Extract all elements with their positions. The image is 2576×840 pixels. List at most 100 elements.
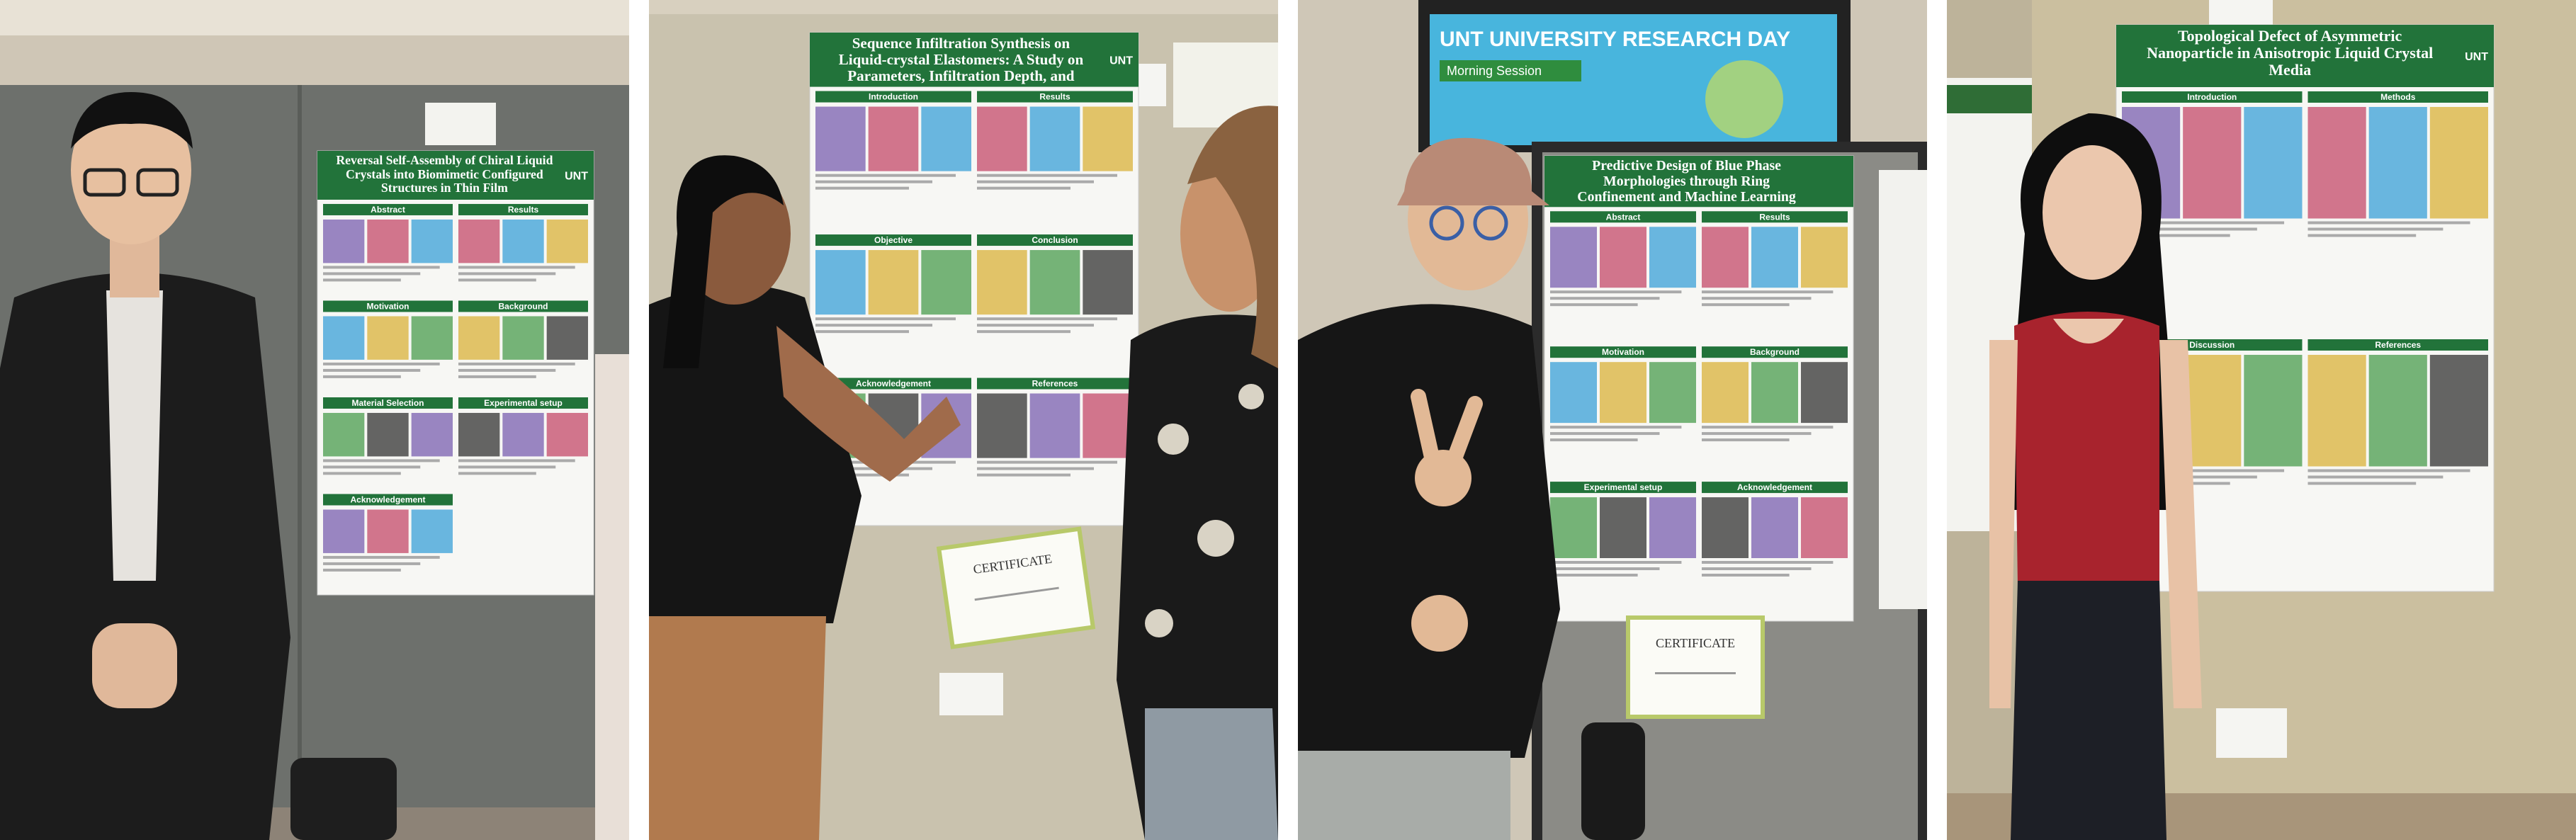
text-lines (323, 555, 440, 559)
poster-title: Sequence Infiltration Synthesis on Liqui… (838, 35, 1084, 84)
section-bar (458, 203, 588, 215)
adjacent-poster-header (1947, 85, 2032, 113)
poster-header (1544, 156, 1853, 208)
section-bar (1702, 482, 1848, 494)
section-bar (2307, 91, 2488, 103)
adjacent-poster (1879, 170, 1927, 609)
section-heading: Motivation (1602, 347, 1644, 357)
text-lines (815, 186, 909, 190)
text-lines (977, 467, 1094, 470)
text-lines (2122, 227, 2257, 231)
face (71, 96, 191, 244)
poster-header (2116, 25, 2494, 87)
figure (1083, 393, 1133, 458)
text-lines (815, 473, 909, 477)
figure (2307, 355, 2366, 467)
figure (502, 219, 544, 263)
figure (815, 106, 866, 171)
section-heading: Abstract (371, 205, 405, 215)
section-heading: Objective (874, 235, 913, 245)
neck (110, 234, 159, 297)
text-lines (1550, 432, 1660, 436)
trousers (1298, 751, 1510, 840)
section-bar (977, 234, 1133, 246)
jeans (2011, 581, 2167, 840)
section-bar (1702, 211, 1848, 223)
screen-session: Morning Session (1447, 64, 1542, 78)
figure (977, 106, 1027, 171)
section-bar (815, 234, 971, 246)
poster-logo: UNT (2465, 51, 2488, 63)
ceiling-light (0, 0, 629, 35)
figure (1600, 497, 1646, 558)
hand (1415, 450, 1471, 506)
section-bar (458, 300, 588, 312)
figure (1550, 362, 1597, 424)
poster-title: Predictive Design of Blue Phase Morpholo… (1577, 159, 1796, 205)
figure (977, 250, 1027, 315)
certificate: CERTIFICATE (1626, 615, 1765, 719)
text-lines (1702, 303, 1790, 307)
figure (458, 316, 500, 360)
section-bar (977, 91, 1133, 103)
figure (1702, 227, 1749, 288)
figure (411, 412, 453, 457)
figure (323, 219, 365, 263)
figure (367, 219, 409, 263)
section-bar (323, 203, 453, 215)
text-lines (1550, 438, 1638, 442)
screen-title: UNT UNIVERSITY RESEARCH DAY (1440, 28, 1790, 51)
figure (1702, 497, 1749, 558)
poster-title: Reversal Self-Assembly of Chiral Liquid … (336, 154, 553, 195)
figure (1600, 362, 1646, 424)
section-heading: Introduction (2187, 92, 2237, 102)
section-heading: Results (508, 205, 539, 215)
figure (323, 316, 365, 360)
section-heading: Experimental setup (1584, 482, 1663, 492)
text-lines (977, 330, 1070, 334)
figure (1083, 106, 1133, 171)
text-lines (815, 330, 909, 334)
name-card (2209, 0, 2273, 28)
certificate-line (1655, 672, 1736, 674)
text-lines (815, 317, 956, 321)
section-bar (1550, 482, 1696, 494)
section-bar (323, 494, 453, 506)
neckline (2053, 319, 2124, 344)
figure (2429, 355, 2488, 467)
text-lines (458, 472, 536, 475)
text-lines (1702, 426, 1834, 429)
jeans (1145, 708, 1278, 840)
text-lines (1702, 290, 1834, 294)
figure (411, 219, 453, 263)
figure (367, 509, 409, 553)
text-lines (323, 272, 421, 276)
glasses (1429, 205, 1508, 241)
figure (546, 219, 588, 263)
cap (1397, 137, 1549, 205)
text-lines (1702, 560, 1834, 564)
section-heading: Methods (2380, 92, 2416, 102)
text-lines (1550, 567, 1660, 570)
certificate-paper (936, 526, 1096, 649)
section-bar (1702, 346, 1848, 358)
text-lines (1702, 438, 1790, 442)
arms (1989, 340, 2202, 708)
certificate-title: CERTIFICATE (1656, 636, 1735, 650)
figure (367, 412, 409, 457)
text-lines (1702, 573, 1790, 577)
text-lines (2122, 234, 2230, 237)
figure (1801, 497, 1848, 558)
section-bar (977, 378, 1133, 390)
section-heading: Background (1750, 347, 1800, 357)
text-lines (1550, 573, 1638, 577)
figure (815, 250, 866, 315)
section-heading: Experimental setup (484, 398, 563, 408)
section-heading: Background (498, 301, 548, 311)
hands (92, 623, 177, 708)
text-lines (977, 317, 1117, 321)
text-lines (2307, 234, 2417, 237)
text-lines (1702, 567, 1812, 570)
